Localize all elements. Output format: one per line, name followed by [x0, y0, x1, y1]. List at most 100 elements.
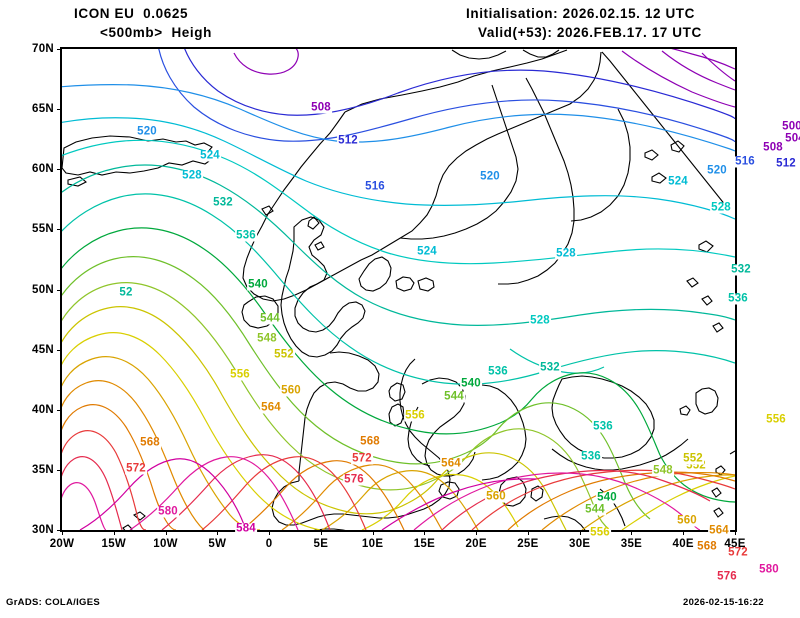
y-axis-label: 40N [32, 403, 54, 416]
x-tick [269, 530, 271, 535]
grads-credit: GrADS: COLA/IGES [6, 597, 101, 608]
x-axis-label: 0 [265, 538, 273, 550]
contour-label: 536 [580, 450, 602, 463]
x-axis-label: 25E [517, 538, 539, 550]
y-tick [57, 409, 62, 411]
x-axis-label: 30E [569, 538, 591, 550]
x-tick [113, 530, 115, 535]
y-tick [57, 229, 62, 231]
contour-label: 536 [235, 229, 257, 242]
contour-label: 544 [443, 390, 465, 403]
contour-label: 548 [256, 332, 278, 345]
y-tick [57, 469, 62, 471]
header-initialisation-time: Initialisation: 2026.02.15. 12 UTC [466, 6, 695, 21]
contour-label: 500 [781, 121, 800, 133]
x-tick [320, 530, 322, 535]
contour-label: 540 [247, 278, 269, 291]
contour-label: 520 [706, 164, 728, 177]
x-tick [631, 530, 633, 535]
header-level-title: <500mb> Heigh [100, 25, 212, 40]
x-axis-label: 35E [620, 538, 643, 550]
y-axis-label: 70N [32, 43, 54, 55]
contour-label: 528 [529, 314, 551, 327]
x-axis-label: 15E [413, 538, 436, 550]
y-tick [57, 530, 62, 531]
y-axis-label: 35N [32, 463, 54, 476]
x-axis-label: 20W [49, 538, 75, 550]
y-axis-label: 65N [32, 103, 54, 116]
contour-label: 548 [652, 464, 674, 477]
contour-label: 512 [337, 134, 359, 147]
y-tick [57, 169, 62, 171]
contour-label: 536 [487, 365, 509, 378]
contour-label: 516 [734, 155, 756, 168]
contour-label: 504 [784, 133, 800, 145]
contour-label: 580 [157, 505, 179, 518]
contour-label: 564 [440, 457, 462, 470]
contour-label: 580 [758, 563, 780, 576]
y-tick [57, 289, 62, 291]
contour-label: 572 [351, 452, 373, 465]
contour-label: 568 [139, 436, 161, 449]
contour-label: 544 [259, 312, 281, 325]
x-axis-label: 20E [465, 538, 487, 550]
contour-label: 552 [682, 452, 704, 465]
contour-label: 532 [539, 361, 561, 374]
y-tick [57, 49, 62, 50]
contour-label: 508 [762, 141, 784, 154]
header-model-title: ICON EU 0.0625 [74, 6, 189, 21]
contour-label: 572 [727, 546, 749, 559]
x-axis-label: 15W [101, 538, 127, 550]
x-axis-label: 5W [208, 538, 227, 550]
contour-label: 528 [181, 169, 203, 182]
contour-label: 540 [460, 377, 482, 390]
contour-label: 544 [584, 503, 606, 516]
x-tick [476, 530, 478, 535]
contour-label: 512 [775, 157, 797, 170]
contour-label: 556 [765, 413, 787, 426]
x-axis-label: 45E [724, 538, 746, 550]
x-tick [372, 530, 374, 535]
y-tick [57, 109, 62, 111]
y-axis-label: 60N [32, 163, 54, 176]
contour-label: 536 [727, 292, 749, 305]
contour-label: 560 [485, 490, 507, 503]
contour-label: 556 [229, 368, 251, 381]
contour-label: 520 [479, 170, 501, 183]
contour-label: 552 [685, 459, 707, 472]
contour-label: 560 [280, 384, 302, 397]
contour-label: 524 [416, 245, 438, 258]
contour-label: 540 [596, 491, 618, 504]
x-tick [62, 530, 63, 535]
contour-label: 524 [667, 175, 689, 188]
x-tick [579, 530, 581, 535]
contour-label: 520 [136, 125, 158, 138]
x-tick [217, 530, 219, 535]
contour-label: 532 [212, 196, 234, 209]
y-axis-label: 30N [32, 524, 54, 536]
contour-label: 528 [555, 247, 577, 260]
y-axis-label: 55N [32, 223, 54, 236]
x-axis-label: 5E [313, 538, 329, 550]
render-timestamp: 2026-02-15-16:22 [683, 597, 764, 608]
x-tick [527, 530, 529, 535]
contour-label: 576 [716, 570, 738, 583]
contour-label: 584 [235, 522, 257, 535]
x-tick [735, 530, 736, 535]
contour-label: 568 [696, 540, 718, 553]
contour-label: 560 [676, 514, 698, 527]
contour-label: 524 [199, 149, 221, 162]
contour-label: 576 [343, 473, 365, 486]
header-valid-time: Valid(+53): 2026.FEB.17. 17 UTC [478, 25, 702, 40]
contour-label: 52 [118, 286, 134, 299]
contour-map-svg [62, 49, 735, 530]
x-axis-label: 40E [672, 538, 694, 550]
y-tick [57, 349, 62, 351]
contour-label: 532 [730, 263, 752, 276]
contour-label: 556 [404, 409, 426, 422]
contour-label: 528 [710, 201, 732, 214]
contour-label: 564 [260, 401, 282, 414]
contour-label: 516 [364, 180, 386, 193]
contour-label: 556 [589, 526, 611, 539]
x-tick [424, 530, 426, 535]
